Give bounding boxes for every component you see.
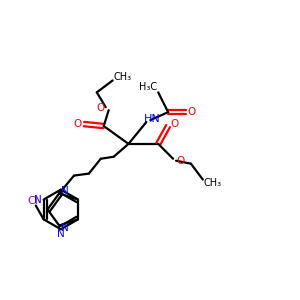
Text: N: N — [34, 194, 42, 205]
Text: CH₃: CH₃ — [113, 73, 132, 82]
Text: Cl: Cl — [27, 196, 38, 206]
Text: N: N — [61, 224, 69, 233]
Text: O: O — [74, 119, 82, 129]
Text: O: O — [188, 107, 196, 117]
Text: O: O — [170, 119, 178, 129]
Text: O: O — [97, 103, 105, 113]
Text: CH₃: CH₃ — [204, 178, 222, 188]
Text: N: N — [57, 229, 65, 239]
Text: HN: HN — [144, 114, 161, 124]
Text: H₃C: H₃C — [139, 82, 158, 92]
Text: N: N — [61, 186, 69, 197]
Text: O: O — [176, 156, 184, 166]
